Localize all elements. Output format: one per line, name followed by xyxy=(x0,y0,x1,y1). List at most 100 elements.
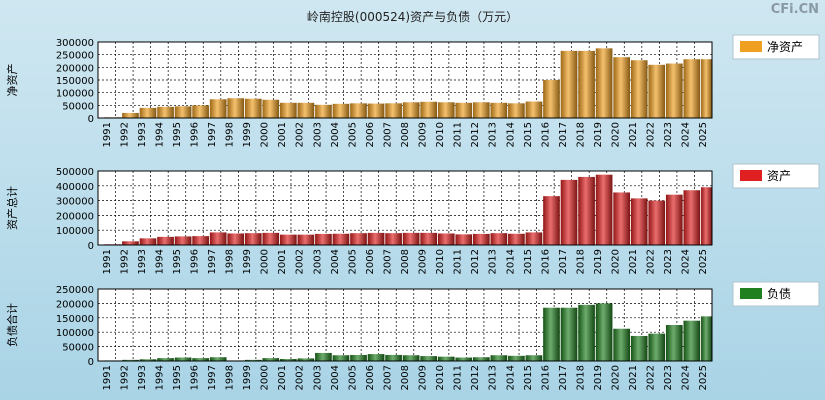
bar-net_assets-2006 xyxy=(367,103,385,118)
x-tick-label: 1994 xyxy=(154,122,165,147)
x-tick-label: 2019 xyxy=(593,122,604,147)
x-tick-label: 1999 xyxy=(242,365,253,390)
x-tick-label: 1995 xyxy=(172,249,183,274)
x-tick-label: 2016 xyxy=(540,249,551,274)
bar-liabilities-2011 xyxy=(455,357,473,361)
x-tick-label: 1995 xyxy=(172,365,183,390)
bar-liabilities-2022 xyxy=(648,333,666,361)
x-tick-label: 2010 xyxy=(435,122,446,147)
bar-net_assets-1999 xyxy=(244,98,262,118)
bar-liabilities-2025 xyxy=(701,316,712,361)
bar-liabilities-2013 xyxy=(490,355,508,361)
x-tick-label: 2000 xyxy=(260,122,271,147)
bar-net_assets-1997 xyxy=(209,99,227,118)
y-tick-label: 200000 xyxy=(56,63,94,74)
bar-net_assets-2019 xyxy=(595,48,613,119)
x-tick-label: 1993 xyxy=(137,365,148,390)
bar-net_assets-2025 xyxy=(701,59,712,118)
bar-assets-2012 xyxy=(472,233,490,245)
x-tick-label: 2025 xyxy=(698,122,709,147)
bar-net_assets-1994 xyxy=(157,106,174,118)
bar-liabilities-2015 xyxy=(525,355,543,361)
chart-title: 岭南控股(000524)资产与负债（万元） xyxy=(306,10,519,24)
x-tick-label: 1992 xyxy=(119,249,130,274)
bar-assets-2022 xyxy=(648,200,666,245)
x-tick-label: 2012 xyxy=(470,249,481,274)
bar-assets-1996 xyxy=(192,236,209,245)
bar-liabilities-1997 xyxy=(209,357,227,361)
x-tick-label: 2020 xyxy=(611,249,622,274)
bar-net_assets-2004 xyxy=(332,103,350,118)
x-tick-label: 2001 xyxy=(277,365,288,390)
y-tick-label: 150000 xyxy=(56,76,94,87)
x-tick-label: 1991 xyxy=(102,365,113,390)
bar-net_assets-2024 xyxy=(683,59,701,118)
bar-net_assets-2003 xyxy=(315,104,332,118)
x-tick-label: 2019 xyxy=(593,249,604,274)
x-tick-label: 1992 xyxy=(119,365,130,390)
bar-assets-1999 xyxy=(244,233,262,245)
bar-assets-2020 xyxy=(613,192,630,245)
bar-net_assets-1995 xyxy=(174,106,192,118)
y-tick-label: 200000 xyxy=(56,299,94,310)
bar-liabilities-2017 xyxy=(560,307,578,361)
bar-net_assets-2013 xyxy=(490,102,508,118)
bar-assets-1997 xyxy=(209,232,227,245)
x-tick-label: 1996 xyxy=(189,122,200,147)
bar-assets-2003 xyxy=(315,233,332,245)
bar-liabilities-2001 xyxy=(280,358,297,361)
bar-assets-2024 xyxy=(683,190,701,245)
bar-net_assets-2008 xyxy=(402,102,420,118)
bar-net_assets-2000 xyxy=(262,99,280,118)
watermark-logo: CFi.CN xyxy=(770,2,819,17)
y-tick-label: 250000 xyxy=(56,51,94,62)
x-tick-label: 2008 xyxy=(400,249,411,274)
x-tick-label: 2002 xyxy=(295,122,306,147)
x-tick-label: 2013 xyxy=(488,122,499,147)
x-tick-label: 2016 xyxy=(540,365,551,390)
bar-assets-2002 xyxy=(297,234,315,245)
bar-assets-1998 xyxy=(227,233,245,245)
x-tick-label: 2004 xyxy=(330,122,341,147)
x-tick-label: 2012 xyxy=(470,122,481,147)
x-tick-label: 2004 xyxy=(330,365,341,390)
y-tick-label: 0 xyxy=(88,357,94,368)
x-tick-label: 2014 xyxy=(505,365,516,390)
bar-assets-2000 xyxy=(262,232,280,245)
x-tick-label: 2025 xyxy=(698,365,709,390)
bar-net_assets-1993 xyxy=(139,107,157,118)
y-tick-label: 300000 xyxy=(56,197,94,208)
y-tick-label: 200000 xyxy=(56,211,94,222)
x-tick-label: 1998 xyxy=(225,122,236,147)
bar-liabilities-2008 xyxy=(402,355,420,361)
x-tick-label: 1997 xyxy=(207,122,218,147)
bar-liabilities-2009 xyxy=(420,356,438,361)
bar-assets-2009 xyxy=(420,232,438,245)
x-tick-label: 2003 xyxy=(312,365,323,390)
bar-net_assets-2002 xyxy=(297,102,315,118)
x-tick-label: 2020 xyxy=(611,365,622,390)
legend-swatch-assets xyxy=(740,170,762,181)
x-tick-label: 2001 xyxy=(277,122,288,147)
bar-assets-2018 xyxy=(578,176,595,245)
x-tick-label: 2023 xyxy=(663,365,674,390)
bar-assets-1995 xyxy=(174,236,192,245)
bar-assets-2015 xyxy=(525,232,543,245)
bar-net_assets-2007 xyxy=(385,103,402,118)
x-tick-label: 2006 xyxy=(365,122,376,147)
x-tick-label: 2000 xyxy=(260,249,271,274)
bar-liabilities-1994 xyxy=(157,358,174,361)
bar-liabilities-2023 xyxy=(665,325,683,361)
y-tick-label: 0 xyxy=(88,114,94,125)
x-tick-label: 2018 xyxy=(575,249,586,274)
x-tick-label: 2009 xyxy=(418,249,429,274)
y-tick-label: 400000 xyxy=(56,182,94,193)
x-tick-label: 2022 xyxy=(646,249,657,274)
plot-border xyxy=(97,170,713,246)
bar-net_assets-2001 xyxy=(280,102,297,118)
x-tick-label: 2012 xyxy=(470,365,481,390)
x-tick-label: 2009 xyxy=(418,365,429,390)
x-tick-label: 2024 xyxy=(681,365,692,390)
bar-net_assets-2010 xyxy=(437,102,455,118)
x-tick-label: 2014 xyxy=(505,122,516,147)
